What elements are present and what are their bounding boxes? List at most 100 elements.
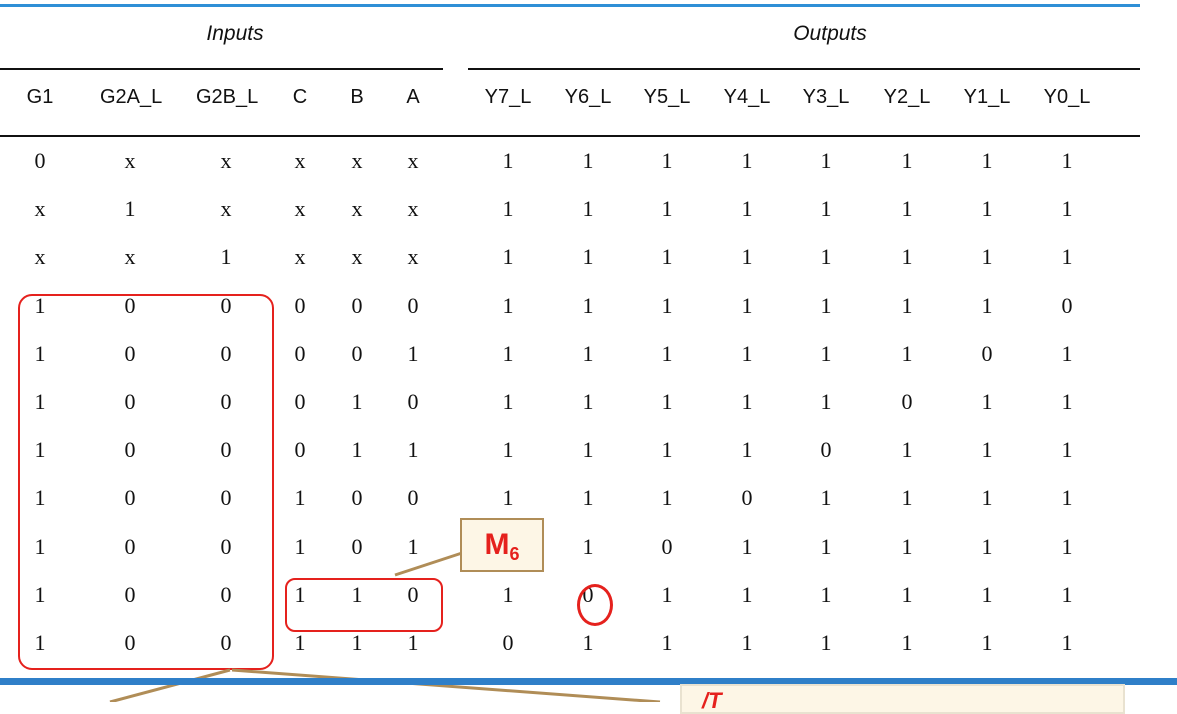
column-header-g1: G1: [26, 86, 54, 108]
table-cell: 1: [901, 341, 913, 366]
table-cell: 1: [502, 244, 514, 269]
column-header-b: B: [350, 86, 364, 108]
table-cell: 1: [351, 437, 363, 462]
table-cell: 1: [981, 293, 993, 318]
table-cell: 1: [1061, 582, 1073, 607]
table-cell: x: [351, 196, 363, 221]
column-header-y1-l: Y1_L: [963, 86, 1011, 108]
table-cell: 1: [1061, 196, 1073, 221]
table-cell: 1: [661, 148, 673, 173]
table-cell: x: [220, 148, 232, 173]
table-cell: 1: [582, 534, 594, 559]
table-cell: 1: [502, 196, 514, 221]
inputs-group-header: Inputs: [206, 22, 264, 45]
table-cell: x: [407, 244, 419, 269]
table-cell: 0: [220, 437, 232, 462]
table-cell: 1: [294, 582, 306, 607]
table-cell: 1: [741, 630, 753, 655]
table-cell: 1: [661, 341, 673, 366]
table-cell: 1: [124, 196, 136, 221]
enable-inputs-highlight: [18, 294, 274, 670]
callout-subscript: 6: [509, 544, 520, 564]
column-header-g2b-l: G2B_L: [196, 86, 259, 108]
callout-label: M: [484, 528, 510, 561]
table-cell: 1: [220, 244, 232, 269]
column-header-y6-l: Y6_L: [564, 86, 612, 108]
table-cell: 1: [820, 534, 832, 559]
table-cell: 1: [741, 582, 753, 607]
table-cell: 0: [124, 485, 136, 510]
table-cell: x: [294, 148, 306, 173]
m6-callout: M6: [460, 518, 544, 572]
table-cell: 1: [901, 485, 913, 510]
callout-leader-line: [394, 551, 463, 577]
table-cell: 1: [34, 630, 46, 655]
table-cell: 0: [34, 148, 46, 173]
table-cell: 1: [661, 293, 673, 318]
table-cell: 1: [981, 582, 993, 607]
table-cell: 0: [124, 341, 136, 366]
table-cell: 1: [34, 534, 46, 559]
table-cell: 0: [220, 582, 232, 607]
table-cell: 0: [351, 293, 363, 318]
table-cell: 0: [407, 485, 419, 510]
table-cell: 1: [1061, 630, 1073, 655]
table-cell: 0: [294, 293, 306, 318]
table-cell: 1: [1061, 341, 1073, 366]
table-cell: 0: [124, 630, 136, 655]
column-header-y4-l: Y4_L: [723, 86, 771, 108]
table-cell: 1: [582, 148, 594, 173]
table-cell: 1: [661, 389, 673, 414]
table-cell: 0: [901, 389, 913, 414]
table-cell: 1: [34, 341, 46, 366]
table-cell: 1: [294, 630, 306, 655]
table-cell: 1: [407, 437, 419, 462]
table-cell: 1: [1061, 389, 1073, 414]
note-box: /T: [680, 684, 1125, 714]
table-cell: 1: [981, 244, 993, 269]
leader-line-left: [109, 668, 231, 702]
table-cell: 1: [502, 582, 514, 607]
table-cell: 1: [820, 148, 832, 173]
table-cell: 1: [294, 534, 306, 559]
table-cell: 0: [220, 341, 232, 366]
leader-line-right: [231, 668, 661, 702]
table-cell: 0: [124, 293, 136, 318]
column-header-y7-l: Y7_L: [484, 86, 532, 108]
table-cell: 0: [124, 534, 136, 559]
table-cell: 0: [407, 389, 419, 414]
table-cell: 1: [741, 293, 753, 318]
table-cell: 1: [901, 148, 913, 173]
table-cell: 1: [981, 534, 993, 559]
table-cell: 1: [1061, 534, 1073, 559]
table-cell: 0: [220, 293, 232, 318]
table-cell: 1: [34, 582, 46, 607]
table-cell: 0: [124, 437, 136, 462]
top-accent-rule: [0, 4, 1140, 7]
table-cell: 0: [1061, 293, 1073, 318]
y6-zero-circle: [577, 584, 613, 626]
table-cell: 1: [741, 341, 753, 366]
table-cell: 1: [351, 630, 363, 655]
table-cell: 1: [582, 244, 594, 269]
table-cell: 1: [407, 341, 419, 366]
table-cell: 1: [661, 244, 673, 269]
table-cell: 0: [981, 341, 993, 366]
table-cell: 1: [741, 389, 753, 414]
column-header-a: A: [406, 86, 420, 108]
table-cell: 1: [34, 389, 46, 414]
table-cell: 1: [981, 148, 993, 173]
column-header-y2-l: Y2_L: [883, 86, 931, 108]
table-cell: 1: [820, 341, 832, 366]
table-cell: 1: [502, 341, 514, 366]
table-cell: 1: [34, 485, 46, 510]
table-cell: 1: [901, 244, 913, 269]
table-cell: 1: [407, 534, 419, 559]
column-header-y0-l: Y0_L: [1043, 86, 1091, 108]
table-cell: 1: [820, 485, 832, 510]
bottom-accent-band: [0, 678, 1177, 685]
table-cell: x: [407, 196, 419, 221]
table-cell: 1: [502, 485, 514, 510]
table-cell: 1: [582, 485, 594, 510]
table-cell: 1: [407, 630, 419, 655]
